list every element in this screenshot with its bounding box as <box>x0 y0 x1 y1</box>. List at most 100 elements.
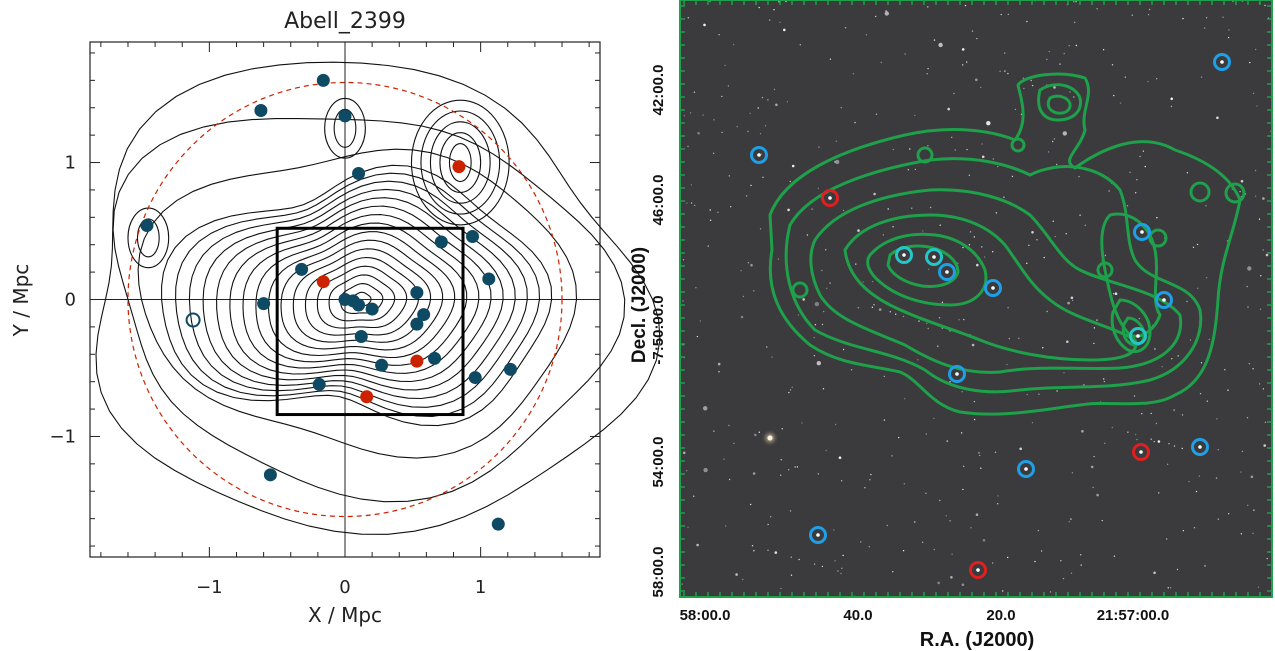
star <box>1254 195 1257 197</box>
right-x-tick-2: 20.0 <box>986 607 1015 624</box>
star <box>1200 76 1203 78</box>
star <box>973 236 975 238</box>
star <box>1080 564 1082 566</box>
star <box>927 268 930 270</box>
star <box>914 114 916 117</box>
star <box>1217 518 1220 520</box>
galaxy-marker-teal <box>895 246 913 264</box>
star <box>871 306 874 308</box>
star <box>760 153 763 155</box>
star <box>929 206 932 209</box>
green-contour <box>1046 94 1072 115</box>
star <box>829 282 831 284</box>
star <box>1073 1 1075 3</box>
star <box>1096 8 1098 10</box>
star <box>1075 1 1077 3</box>
star <box>699 320 701 322</box>
density-contour <box>202 188 516 400</box>
star <box>799 44 801 46</box>
star <box>783 28 786 32</box>
star <box>1193 527 1196 529</box>
star <box>725 525 727 527</box>
galaxy-point-blue <box>295 262 309 276</box>
left-x-axis-label: X / Mpc <box>308 603 382 627</box>
star <box>1111 64 1114 66</box>
star <box>1186 300 1188 303</box>
star <box>1003 196 1005 198</box>
right-y-axis-label: Decl. (J2000) <box>629 247 650 363</box>
star <box>736 126 738 128</box>
star <box>937 345 939 347</box>
star <box>966 148 968 151</box>
density-contour <box>267 231 456 359</box>
star <box>1222 16 1224 18</box>
star <box>854 121 856 124</box>
star <box>728 424 730 427</box>
galaxy-marker-teal <box>1129 327 1147 345</box>
star <box>904 53 906 55</box>
star <box>1060 560 1062 562</box>
star <box>796 466 799 468</box>
star <box>875 113 878 115</box>
star <box>971 30 974 32</box>
star <box>1023 87 1025 90</box>
star <box>1046 58 1048 61</box>
star <box>1093 455 1095 458</box>
star <box>1096 493 1099 497</box>
galaxy-core <box>1162 298 1166 302</box>
star <box>733 442 735 445</box>
star <box>870 473 872 476</box>
star <box>982 538 986 542</box>
star <box>788 391 790 394</box>
galaxy-point-blue <box>263 468 277 482</box>
star <box>750 503 752 506</box>
star <box>1103 380 1106 383</box>
star <box>838 456 842 460</box>
star <box>1155 422 1158 425</box>
green-contour-small <box>1010 137 1026 153</box>
star <box>1247 306 1249 308</box>
star <box>718 371 720 373</box>
star <box>1134 433 1137 436</box>
star <box>949 520 951 522</box>
galaxy-point-blue <box>352 298 366 312</box>
star <box>817 473 819 475</box>
star <box>1166 538 1168 540</box>
star <box>933 417 935 420</box>
star <box>1254 169 1257 172</box>
star <box>829 58 832 60</box>
star <box>687 17 689 19</box>
star <box>1056 163 1058 166</box>
density-contour <box>216 197 504 391</box>
galaxy-marker-blue <box>1191 438 1209 456</box>
star <box>852 73 855 75</box>
star <box>689 112 692 114</box>
density-contour <box>328 274 396 322</box>
star <box>777 258 780 260</box>
star <box>1046 310 1048 313</box>
star <box>927 145 929 147</box>
star <box>925 492 927 494</box>
density-contour <box>95 61 661 535</box>
star <box>1068 45 1070 47</box>
star <box>883 375 885 378</box>
star <box>798 558 800 561</box>
star <box>1181 414 1184 416</box>
star <box>878 308 882 311</box>
star <box>1002 590 1004 592</box>
green-contour <box>866 232 988 307</box>
star <box>1200 362 1203 364</box>
star <box>914 168 917 171</box>
green-contour-small <box>1148 228 1168 248</box>
star <box>1135 192 1137 194</box>
right-x-tick-3: 21:57:00.0 <box>1097 607 1170 624</box>
star <box>981 155 985 159</box>
star <box>1240 179 1244 183</box>
star <box>884 11 889 16</box>
star <box>865 34 868 36</box>
star <box>1019 447 1022 451</box>
galaxy-point-red <box>360 390 374 404</box>
star <box>850 369 853 371</box>
star <box>939 499 941 502</box>
star <box>1066 340 1069 344</box>
